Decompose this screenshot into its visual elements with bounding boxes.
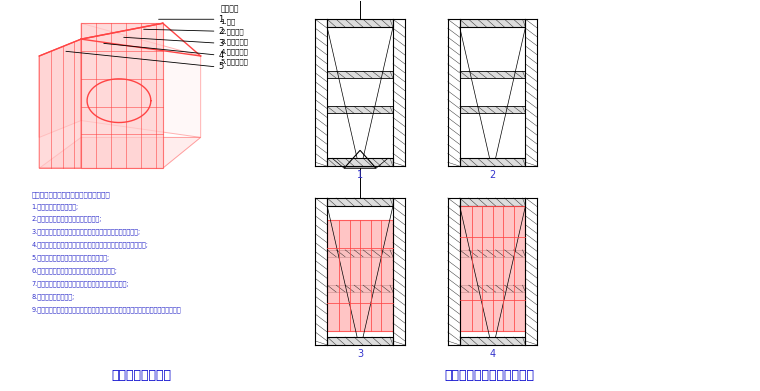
Text: 2.安装筒模四角，刷脱模剂，准备吊装;: 2.安装筒模四角，刷脱模剂，准备吊装; [31, 216, 102, 222]
Text: 图示说明: 图示说明 [220, 4, 239, 13]
Text: 3: 3 [219, 39, 224, 48]
Bar [460, 71, 525, 78]
Bar [460, 285, 525, 292]
Bar [328, 19, 393, 27]
Text: 4: 4 [219, 50, 224, 59]
Bar [328, 158, 393, 166]
Text: 电梯井筒模示意图: 电梯井筒模示意图 [111, 369, 171, 382]
Bar [460, 337, 525, 345]
Bar [328, 285, 393, 292]
Polygon shape [81, 23, 163, 168]
Text: 4: 4 [489, 349, 496, 359]
Bar [328, 71, 393, 78]
Text: 8.起升电梯井操作平台;: 8.起升电梯井操作平台; [31, 293, 74, 300]
Polygon shape [81, 23, 201, 137]
Bar [460, 198, 525, 206]
Text: 9.电梯井操作平台支撑支脚自动弹入预留孔，调节平台高度及水平，进入下一层施工。: 9.电梯井操作平台支撑支脚自动弹入预留孔，调节平台高度及水平，进入下一层施工。 [31, 306, 181, 313]
Bar [328, 337, 393, 345]
Bar [460, 106, 525, 113]
Bar [328, 220, 393, 331]
Text: 4.方钢楞大管: 4.方钢楞大管 [220, 48, 249, 55]
Text: 3: 3 [357, 349, 363, 359]
Bar [460, 19, 525, 27]
Text: 4.穿孔插件钢箍，支模板，加入穿墙螺杆，预留孔洞孔，移入灌模;: 4.穿孔插件钢箍，支模板，加入穿墙螺杆，预留孔洞孔，移入灌模; [31, 242, 148, 248]
Text: 5: 5 [219, 63, 224, 72]
Text: 1: 1 [219, 15, 224, 24]
Bar [460, 250, 525, 257]
Text: 3.方钢楞小管: 3.方钢楞小管 [220, 38, 249, 45]
Text: 电梯井操作平台及筒模配套使用工艺步骤: 电梯井操作平台及筒模配套使用工艺步骤 [31, 191, 110, 197]
Bar [328, 198, 393, 206]
Text: 2: 2 [489, 170, 496, 180]
Text: 5.先开角模四角，上部穿墙螺栓，现浇硷体;: 5.先开角模四角，上部穿墙螺栓，现浇硷体; [31, 255, 109, 261]
Text: 电梯井移动操作平台示意图: 电梯井移动操作平台示意图 [445, 369, 534, 382]
Polygon shape [40, 39, 81, 168]
Bar [460, 158, 525, 166]
Text: 3.通过预留孔用卷扬机提升电梯井操作平台，调节高度及水平;: 3.通过预留孔用卷扬机提升电梯井操作平台，调节高度及水平; [31, 229, 141, 235]
Text: 1.搭设组装操作平台位置;: 1.搭设组装操作平台位置; [31, 203, 78, 210]
Text: 2.三角桁架: 2.三角桁架 [220, 28, 244, 35]
Bar [328, 106, 393, 113]
Bar [460, 206, 525, 331]
Bar [328, 250, 393, 257]
Text: 1: 1 [357, 170, 363, 180]
Polygon shape [40, 137, 201, 168]
Text: 2: 2 [219, 27, 224, 36]
Text: 5.螺杆及分模: 5.螺杆及分模 [220, 58, 249, 65]
Polygon shape [40, 39, 81, 137]
Text: 1.面板: 1.面板 [220, 18, 236, 25]
Text: 6.拆除墙箍，依靠套模拆角，使筒模脱离砼墙体;: 6.拆除墙箍，依靠套模拆角，使筒模脱离砼墙体; [31, 267, 117, 274]
Text: 7.拆模后清洗角，清理筒模，刷脱模剂，准备开火吊装;: 7.拆模后清洗角，清理筒模，刷脱模剂，准备开火吊装; [31, 280, 128, 287]
